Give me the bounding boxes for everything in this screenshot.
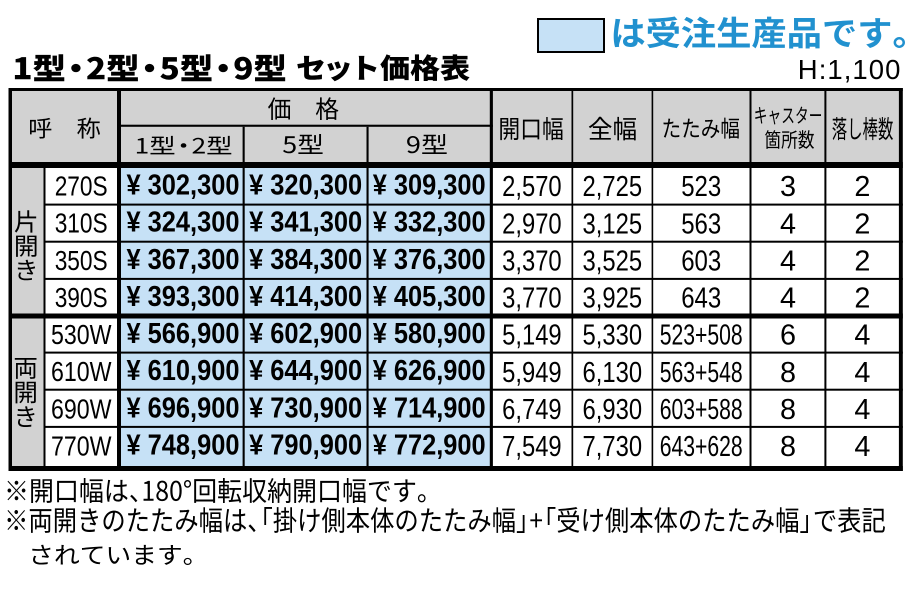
svg-text:5,949: 5,949 [502, 357, 562, 389]
svg-text:7,730: 7,730 [583, 431, 643, 463]
svg-text:3,125: 3,125 [583, 208, 643, 240]
svg-text:¥ 414,300: ¥ 414,300 [249, 281, 362, 313]
svg-text:2: 2 [854, 283, 870, 315]
svg-text:4: 4 [854, 394, 870, 426]
svg-text:¥ 566,900: ¥ 566,900 [127, 318, 240, 350]
svg-text:6,749: 6,749 [502, 394, 562, 426]
svg-text:530W: 530W [51, 319, 112, 350]
svg-text:350S: 350S [55, 245, 108, 276]
svg-text:3,525: 3,525 [583, 245, 643, 277]
svg-text:6,930: 6,930 [583, 394, 643, 426]
svg-text:4: 4 [854, 357, 870, 389]
svg-text:¥ 302,300: ¥ 302,300 [127, 170, 240, 202]
svg-text:¥ 405,300: ¥ 405,300 [373, 281, 486, 313]
svg-text:8: 8 [780, 394, 796, 426]
svg-text:4: 4 [854, 431, 870, 463]
svg-text:¥ 772,900: ¥ 772,900 [373, 430, 486, 462]
svg-text:4: 4 [780, 208, 796, 240]
svg-text:523+508: 523+508 [660, 320, 743, 352]
svg-text:¥ 644,900: ¥ 644,900 [249, 355, 362, 387]
svg-text:¥ 341,300: ¥ 341,300 [249, 207, 362, 239]
svg-text:¥ 367,300: ¥ 367,300 [127, 244, 240, 276]
svg-text:690W: 690W [51, 393, 112, 424]
svg-text:6,130: 6,130 [583, 357, 643, 389]
svg-text:310S: 310S [55, 208, 108, 239]
svg-text:¥ 696,900: ¥ 696,900 [127, 392, 240, 424]
svg-text:7,549: 7,549 [502, 431, 562, 463]
svg-text:¥ 393,300: ¥ 393,300 [127, 281, 240, 313]
svg-text:2: 2 [854, 171, 870, 203]
svg-text:3,925: 3,925 [583, 283, 643, 315]
svg-text:770W: 770W [51, 431, 112, 462]
svg-text:8: 8 [780, 357, 796, 389]
svg-text:5,149: 5,149 [502, 320, 562, 352]
svg-text:3: 3 [780, 171, 796, 203]
svg-text:270S: 270S [55, 171, 108, 202]
svg-text:¥ 324,300: ¥ 324,300 [127, 207, 240, 239]
svg-text:¥ 580,900: ¥ 580,900 [373, 318, 486, 350]
svg-text:3,370: 3,370 [502, 245, 562, 277]
svg-text:4: 4 [854, 320, 870, 352]
svg-text:603: 603 [681, 245, 721, 277]
svg-text:¥ 730,900: ¥ 730,900 [249, 392, 362, 424]
svg-text:2: 2 [854, 208, 870, 240]
svg-text:¥ 320,300: ¥ 320,300 [249, 170, 362, 202]
svg-text:¥ 790,900: ¥ 790,900 [249, 430, 362, 462]
svg-text:2,970: 2,970 [502, 208, 562, 240]
svg-text:643+628: 643+628 [660, 431, 743, 463]
svg-text:4: 4 [780, 283, 796, 315]
svg-text:¥ 384,300: ¥ 384,300 [249, 244, 362, 276]
svg-text:¥ 714,900: ¥ 714,900 [373, 392, 486, 424]
svg-text:¥ 748,900: ¥ 748,900 [127, 430, 240, 462]
svg-text:563: 563 [681, 208, 721, 240]
svg-text:8: 8 [780, 431, 796, 463]
svg-text:5,330: 5,330 [583, 320, 643, 352]
svg-text:6: 6 [780, 320, 796, 352]
svg-text:643: 643 [681, 283, 721, 315]
svg-text:¥ 610,900: ¥ 610,900 [127, 355, 240, 387]
svg-text:390S: 390S [55, 282, 108, 313]
svg-text:2,570: 2,570 [502, 171, 562, 203]
svg-text:H:1,100: H:1,100 [798, 54, 901, 85]
svg-text:610W: 610W [51, 356, 112, 387]
svg-text:603+588: 603+588 [660, 394, 743, 426]
svg-text:2: 2 [854, 245, 870, 277]
svg-text:¥ 602,900: ¥ 602,900 [249, 318, 362, 350]
svg-text:4: 4 [780, 245, 796, 277]
svg-text:2,725: 2,725 [583, 171, 643, 203]
svg-text:¥ 626,900: ¥ 626,900 [373, 355, 486, 387]
svg-text:¥ 376,300: ¥ 376,300 [373, 244, 486, 276]
svg-text:¥ 332,300: ¥ 332,300 [373, 207, 486, 239]
svg-text:3,770: 3,770 [502, 283, 562, 315]
svg-text:563+548: 563+548 [660, 357, 743, 389]
svg-text:523: 523 [681, 171, 721, 203]
svg-text:¥ 309,300: ¥ 309,300 [373, 170, 486, 202]
